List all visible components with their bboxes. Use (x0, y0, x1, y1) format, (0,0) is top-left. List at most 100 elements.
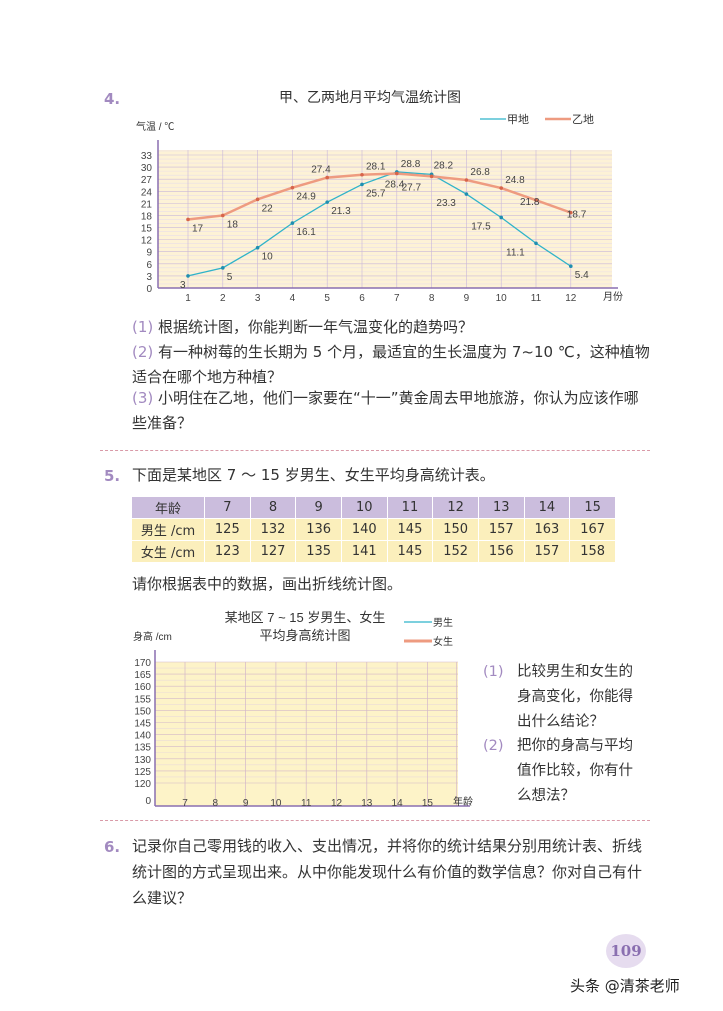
series-line (187, 172, 572, 221)
data-point (290, 221, 295, 225)
data-point (186, 274, 190, 278)
y-tick-label: 120 (134, 779, 151, 790)
chart-title-line: 某地区 7 ~ 15 岁男生、女生 (225, 610, 386, 625)
x-tick-label: 8 (213, 798, 219, 809)
data-point (255, 245, 260, 250)
table-cell: 157 (523, 540, 571, 563)
table-cell: 13 (477, 496, 525, 519)
x-tick-label: 15 (422, 798, 434, 809)
data-point (534, 198, 538, 202)
y-tick-label: 150 (134, 706, 151, 717)
data-point (464, 192, 469, 196)
y-tick-label: 6 (146, 260, 152, 271)
table-cell: 女生 /cm (131, 540, 205, 563)
x-tick-label: 12 (565, 293, 577, 304)
question-5-number: 5. (104, 467, 121, 485)
table-cell: 132 (249, 518, 297, 541)
data-label: 24.8 (505, 175, 525, 186)
table-cell: 145 (386, 540, 434, 563)
q-line: 么想法？ (517, 788, 575, 804)
q-line: 比较男生和女生的 (517, 664, 633, 680)
table-cell: 152 (432, 540, 479, 563)
question-4-number: 4. (104, 90, 121, 108)
q-text: 有一种树莓的生长期为 5 个月，最适宜的生长温度为 7~10 ℃，这种植物适合在… (132, 343, 650, 386)
q-text: 根据统计图，你能判断一年气温变化的趋势吗？ (158, 318, 474, 336)
y-tick-label: 24 (141, 187, 153, 198)
x-tick-label: 10 (270, 798, 282, 809)
data-point (290, 185, 295, 190)
table-cell: 男生 /cm (131, 518, 205, 541)
data-label: 21.8 (520, 197, 540, 208)
data-point (499, 215, 504, 220)
q-label: (2) (483, 738, 504, 754)
table-row: 女生 /cm 123 127 135 141 145 152 156 157 158 (131, 540, 616, 563)
table-cell: 11 (386, 496, 434, 519)
data-point (325, 200, 330, 204)
data-point (325, 175, 330, 180)
y-tick-label: 15 (141, 224, 153, 235)
data-label: 28.8 (401, 159, 421, 170)
y-tick-label: 3 (146, 272, 152, 283)
question-4-1: (1) 根据统计图，你能判断一年气温变化的趋势吗？ (132, 315, 652, 340)
table-cell: 125 (204, 518, 251, 541)
data-label: 18 (227, 219, 239, 230)
table-cell: 158 (569, 540, 616, 563)
data-point (534, 241, 538, 246)
data-point (186, 217, 190, 222)
data-point (429, 174, 434, 179)
table-cell: 167 (569, 518, 616, 541)
divider (100, 820, 650, 821)
data-point (221, 213, 225, 218)
x-tick-label: 14 (392, 798, 404, 809)
x-tick-label: 1 (185, 293, 191, 304)
table-cell: 7 (204, 496, 251, 519)
y-tick-label: 33 (141, 151, 153, 162)
watermark: 头条 @清茶老师 (570, 977, 680, 995)
table-cell: 15 (569, 496, 616, 519)
y-axis-label: 身高 /cm (133, 630, 172, 643)
x-tick-label: 11 (531, 293, 542, 304)
page-number: 109 (606, 934, 646, 968)
q-line: 值作比较，你有什 (517, 763, 633, 779)
data-label: 27.4 (311, 165, 331, 176)
data-label: 5.4 (575, 270, 589, 281)
data-label: 11.1 (506, 247, 525, 258)
data-label: 25.7 (366, 188, 386, 199)
y-tick-label: 165 (134, 670, 151, 681)
data-label: 24.9 (296, 192, 316, 203)
data-label: 16.1 (296, 227, 316, 238)
table-cell: 136 (295, 518, 342, 541)
y-tick-label: 30 (141, 163, 153, 174)
legend-label: 甲地 (507, 113, 529, 126)
table-cell: 150 (432, 518, 479, 541)
table-cell: 14 (523, 496, 571, 519)
divider (100, 450, 650, 451)
x-axis-label: 月份 (603, 291, 623, 303)
question-5-2: (2) 把你的身高与平均 值作比较，你有什 么想法？ (483, 734, 633, 804)
q-label: (3) (132, 389, 154, 407)
y-tick-label: 18 (141, 211, 153, 222)
data-label: 10 (262, 252, 274, 263)
y-tick-label: 155 (134, 694, 151, 705)
table-row: 年龄 7 8 9 10 11 12 13 14 15 (131, 496, 616, 519)
series-line (187, 171, 572, 277)
data-label: 3 (180, 280, 186, 291)
q-label: (1) (483, 664, 504, 680)
table-cell: 9 (295, 496, 342, 519)
q-text: 把你的身高与平均 值作比较，你有什 么想法？ (517, 734, 633, 809)
q-label: (2) (132, 343, 154, 361)
legend-label: 乙地 (572, 113, 594, 126)
x-tick-label: 11 (301, 798, 312, 809)
question-6-text: 记录你自己零用钱的收入、支出情况，并将你的统计结果分别用统计表、折线统计图的方式… (132, 837, 643, 907)
y-tick-label: 27 (141, 175, 153, 186)
y-tick-label: 0 (145, 796, 151, 807)
x-tick-label: 3 (255, 293, 261, 304)
y-axis-label: 气温 / ℃ (136, 120, 174, 133)
question-4-2: (2) 有一种树莓的生长期为 5 个月，最适宜的生长温度为 7~10 ℃，这种植… (132, 340, 652, 390)
table-row: 男生 /cm 125 132 136 140 145 150 157 163 167 (131, 518, 616, 541)
q-line: 身高变化，你能得 (517, 689, 633, 705)
data-label: 26.8 (470, 167, 490, 178)
x-tick-label: 9 (464, 293, 470, 304)
